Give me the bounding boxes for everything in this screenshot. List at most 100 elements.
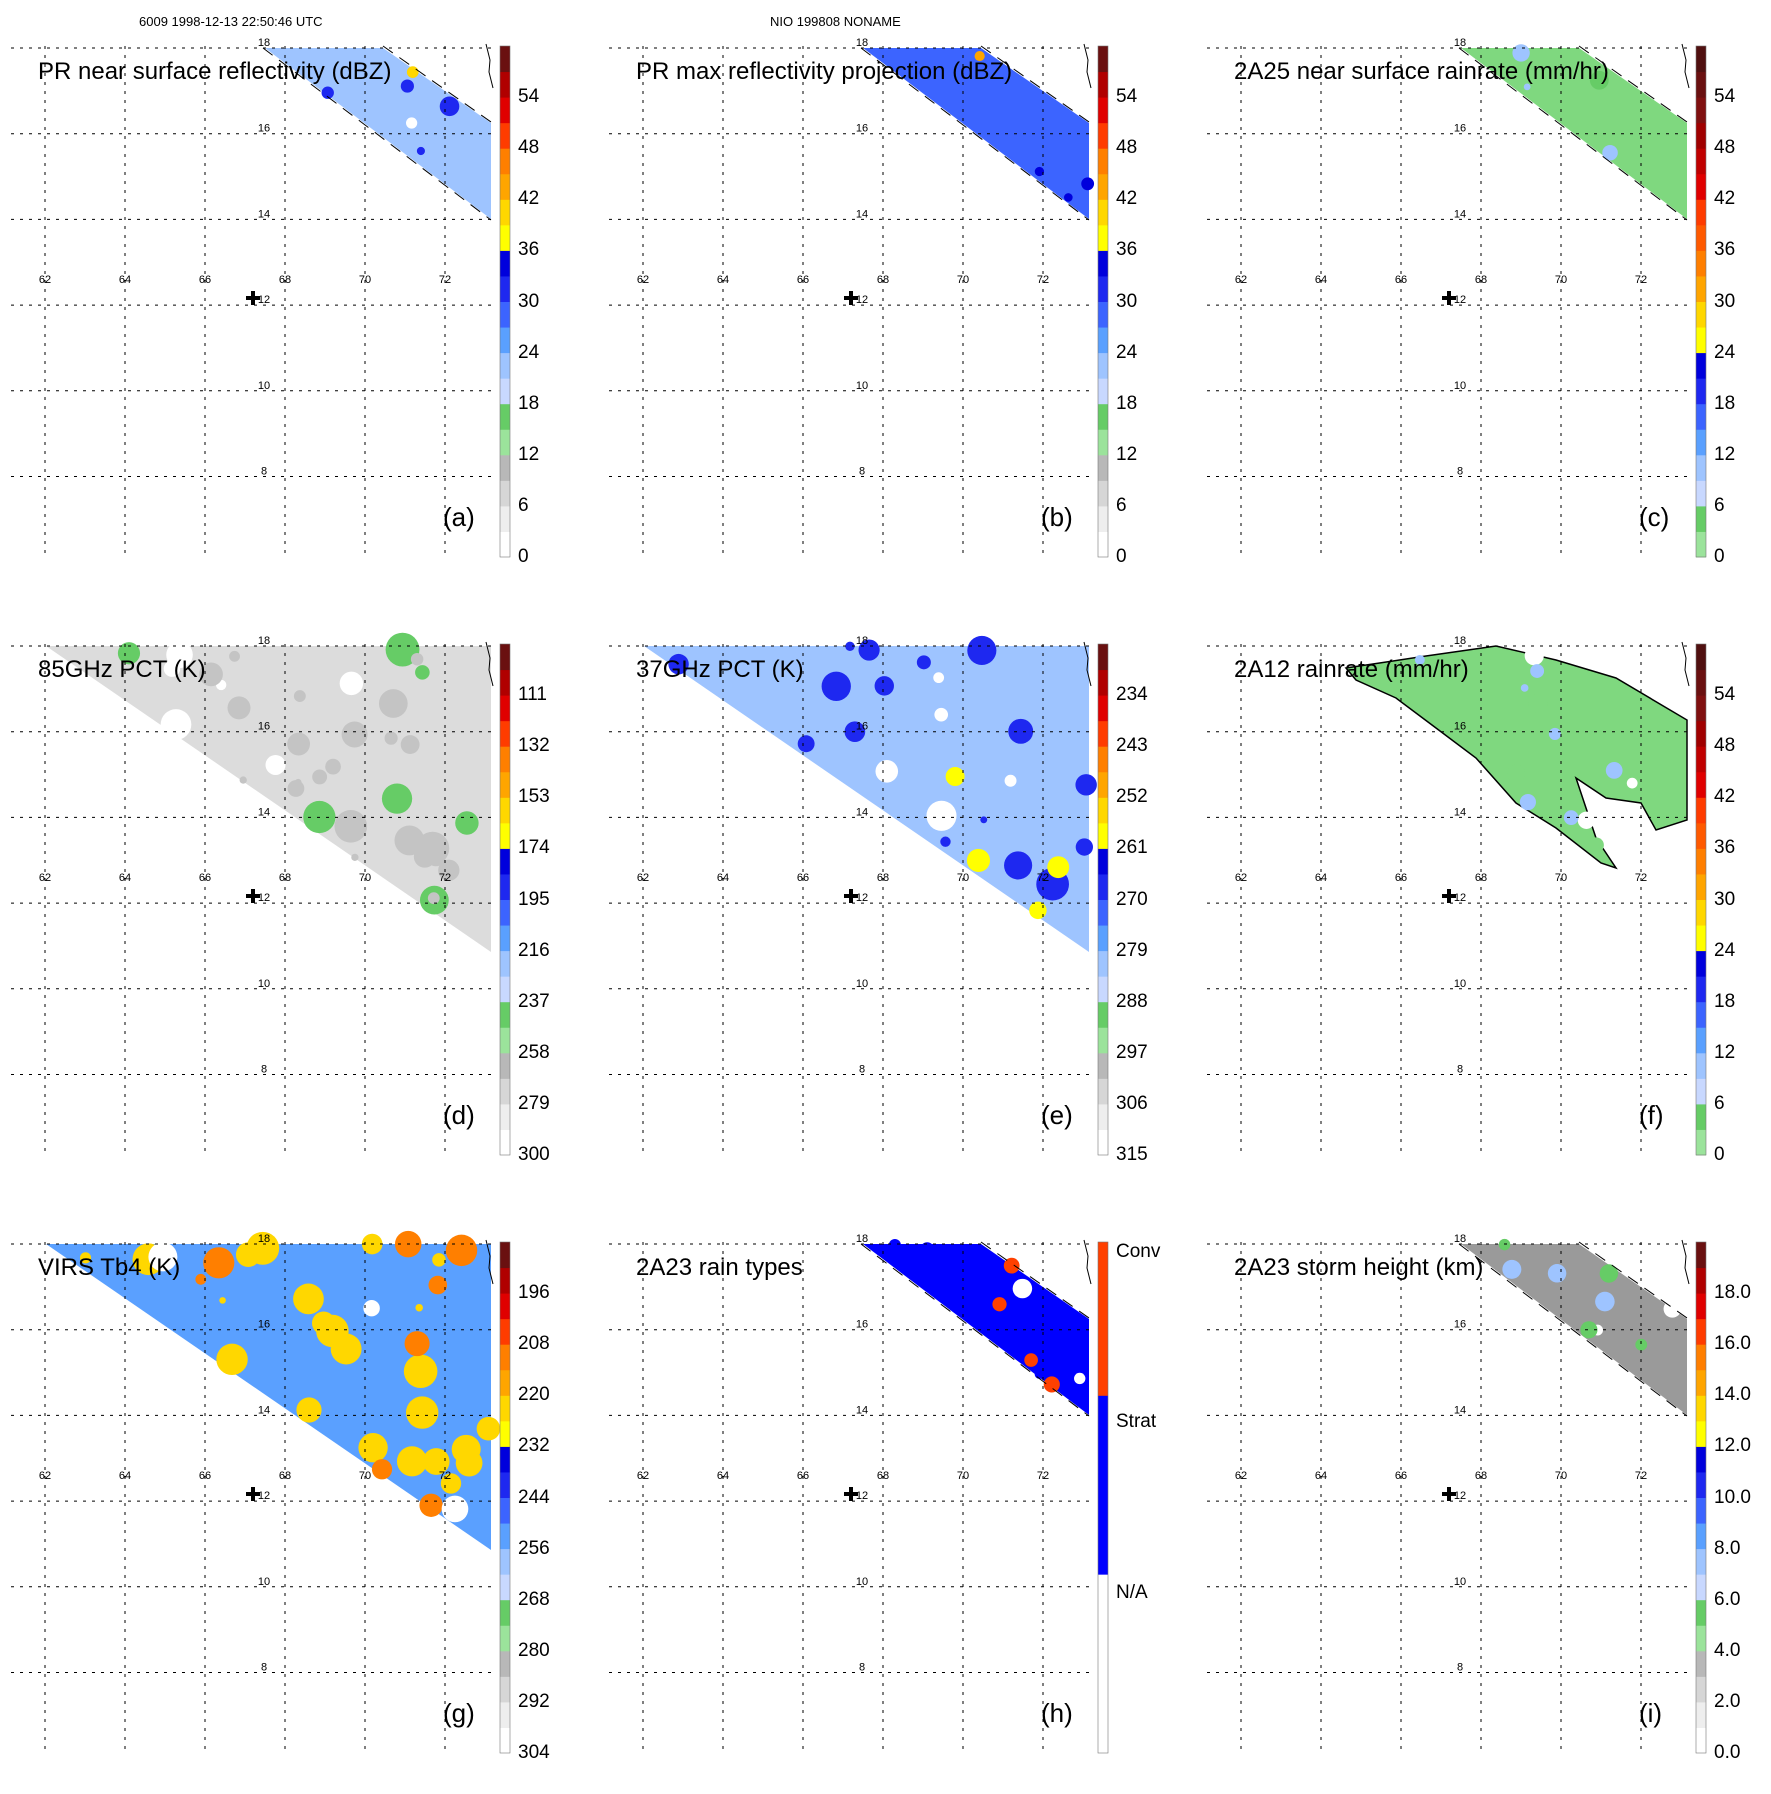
colorbar-tick-label: 4.0	[1714, 1639, 1741, 1661]
lat-tick-label: 14	[258, 208, 270, 220]
colorbar-tick-label: 42	[1116, 188, 1138, 210]
storm-center-marker	[246, 889, 260, 903]
lon-tick-label: 66	[1395, 274, 1407, 286]
echo-cell	[381, 783, 413, 814]
lat-tick-label: 18	[856, 37, 868, 49]
colorbar-band	[1696, 250, 1706, 277]
lon-tick-label: 72	[1037, 872, 1049, 884]
colorbar-tick-label: 18	[518, 392, 540, 414]
colorbar-tick-label: 54	[1714, 684, 1736, 706]
colorbar-tick-label: 36	[1714, 239, 1736, 261]
colorbar-band	[500, 1052, 510, 1079]
swath-edge	[1458, 1243, 1688, 1417]
echo-cell	[287, 732, 311, 756]
colorbar	[1097, 1241, 1109, 1754]
lat-tick-label: 14	[856, 208, 868, 220]
echo-cell	[330, 1333, 362, 1365]
echo-cell	[296, 1397, 322, 1423]
colorbar-band	[1098, 1344, 1108, 1371]
lon-tick-label: 70	[359, 872, 371, 884]
echo-cell	[1043, 1376, 1060, 1393]
colorbar-tick-label: 10.0	[1714, 1486, 1751, 1508]
colorbar-band	[1098, 275, 1108, 302]
colorbar-band	[1696, 71, 1706, 98]
lon-tick-label: 64	[1315, 872, 1327, 884]
colorbar-band	[500, 505, 510, 532]
echo-cell	[1047, 856, 1070, 879]
panel-title: 37GHz PCT (K)	[636, 656, 804, 683]
colorbar-tick-label: 30	[518, 290, 540, 312]
lat-tick-label: 14	[856, 1404, 868, 1416]
colorbar-band	[1098, 695, 1108, 722]
echo-cell	[1074, 1372, 1086, 1385]
colorbar-band	[1696, 1497, 1706, 1524]
colorbar-tick-label: 36	[518, 239, 540, 261]
colorbar-band	[500, 1574, 510, 1601]
colorbar-tick-label: 0	[518, 546, 529, 567]
lat-tick-label: 10	[258, 380, 270, 392]
colorbar-band	[500, 224, 510, 251]
colorbar-band	[1696, 46, 1706, 73]
lon-tick-label: 70	[1555, 872, 1567, 884]
colorbar-band	[1098, 1446, 1108, 1473]
colorbar	[1097, 45, 1109, 558]
colorbar-band	[1696, 771, 1706, 798]
lat-tick-label: 10	[1454, 380, 1466, 392]
echo-cell	[1520, 684, 1529, 692]
panel-letter: (b)	[1041, 502, 1073, 532]
echo-cell	[1075, 774, 1097, 796]
lon-tick-label: 68	[1475, 872, 1487, 884]
echo-cell	[406, 117, 418, 129]
colorbar-band	[1696, 695, 1706, 722]
lat-tick-label: 8	[261, 1064, 267, 1076]
colorbar-band	[1098, 224, 1108, 251]
colorbar-band	[1696, 1242, 1706, 1269]
colorbar-tick-label: 48	[1714, 137, 1736, 159]
lat-tick-label: 8	[1457, 1064, 1463, 1076]
colorbar-category-label: Strat	[1116, 1411, 1157, 1433]
echo-cell	[415, 1303, 423, 1312]
data-field	[1461, 1238, 1687, 1415]
colorbar-tick-label: 18	[1714, 392, 1736, 414]
echo-cell	[940, 836, 951, 847]
colorbar-band	[1098, 720, 1108, 747]
lon-tick-label: 62	[637, 1470, 649, 1482]
colorbar-tick-label: 300	[518, 1144, 550, 1165]
colorbar-tick-label: 48	[1714, 735, 1736, 757]
lon-tick-label: 68	[279, 872, 291, 884]
colorbar-tick-label: 8.0	[1714, 1537, 1741, 1559]
colorbar-tick-label: 132	[518, 735, 550, 757]
echo-cell	[419, 1493, 443, 1517]
colorbar-band	[500, 1471, 510, 1498]
colorbar-tick-label: 0	[1116, 546, 1127, 567]
lat-tick-label: 10	[258, 1576, 270, 1588]
colorbar-band	[500, 1650, 510, 1677]
map-canvas: 62 18 64 16 66 14 68 12 70 10 72 8	[11, 1230, 511, 1754]
echo-cell	[1635, 1338, 1648, 1351]
colorbar-tick-label: 18	[1116, 392, 1138, 414]
swath-edge	[860, 47, 1090, 221]
lat-tick-label: 8	[261, 1662, 267, 1674]
colorbar	[1695, 1241, 1707, 1754]
coastline	[1083, 1239, 1092, 1285]
colorbar-tick-label: 0	[1714, 1144, 1725, 1165]
lon-tick-label: 72	[439, 1470, 451, 1482]
map-panel-f: 62 18 64 16 66 14 68 12 70 10 72 8 0 6 12 18 24 30 36 42 48 5…	[1196, 598, 1771, 1196]
colorbar-tick-label: 0	[1714, 546, 1725, 567]
echo-cell	[1588, 837, 1604, 853]
lon-tick-label: 64	[1315, 274, 1327, 286]
panel-letter: (e)	[1041, 1100, 1073, 1130]
echo-cell	[440, 1473, 462, 1494]
colorbar-band	[1696, 429, 1706, 456]
echo-cell	[945, 767, 965, 787]
echo-cell	[1563, 810, 1579, 825]
lat-tick-label: 12	[856, 1490, 868, 1502]
echo-cell	[1547, 1264, 1567, 1283]
colorbar-band	[1696, 822, 1706, 849]
echo-cell	[797, 735, 815, 753]
storm-center-marker	[1442, 889, 1456, 903]
lat-tick-label: 14	[1454, 806, 1466, 818]
storm-center-marker	[844, 889, 858, 903]
colorbar-band	[500, 771, 510, 798]
colorbar-tick-label: 18	[1714, 990, 1736, 1012]
